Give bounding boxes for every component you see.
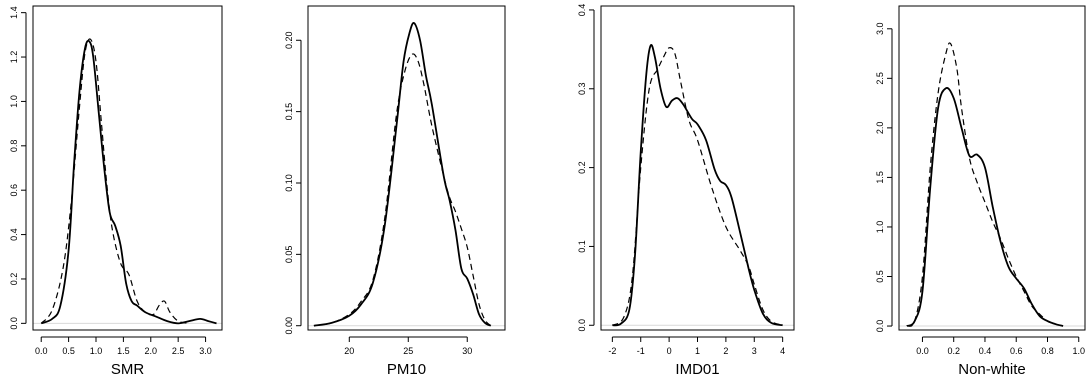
y-tick-label: 0.5 xyxy=(875,270,885,283)
plot-frame xyxy=(32,5,223,331)
x-tick-label: 0.5 xyxy=(62,346,75,356)
x-tick-label: 1.5 xyxy=(117,346,130,356)
x-axis-label: IMD01 xyxy=(675,361,719,378)
panel-pm10: 20 25 30 0.00 0.05 0.10 0.15 0.20 PM10 xyxy=(284,5,506,378)
x-tick-label: 2 xyxy=(723,346,728,356)
y-tick-label: 3.0 xyxy=(875,23,885,36)
y-tick-label: 0.4 xyxy=(9,228,19,241)
x-tick-label: 2.5 xyxy=(172,346,185,356)
x-tick-label: 1.0 xyxy=(1072,346,1085,356)
y-tick-label: 0.1 xyxy=(577,240,587,253)
x-axis-label: SMR xyxy=(111,361,145,378)
solid-density-line xyxy=(906,87,1064,327)
panel-imd01: -2 -1 0 1 2 3 4 0.0 0.1 0.2 0.3 0.4 IMD01 xyxy=(577,4,795,378)
y-tick-label: 0.2 xyxy=(9,273,19,286)
x-axis-label: Non-white xyxy=(958,361,1026,378)
dashed-density-line xyxy=(612,46,783,326)
x-tick-label: 3 xyxy=(752,346,757,356)
y-tick-label: 0.0 xyxy=(9,317,19,330)
x-tick-label: 30 xyxy=(462,346,472,356)
dashed-density-line xyxy=(906,42,1064,327)
plot-frame xyxy=(898,5,1086,331)
solid-density-line xyxy=(612,43,783,327)
x-tick-label: 0.0 xyxy=(35,346,48,356)
x-tick-label: 0.8 xyxy=(1041,346,1054,356)
x-tick-label: 0.6 xyxy=(1010,346,1023,356)
x-tick-label: -2 xyxy=(608,346,616,356)
y-tick-label: 0.05 xyxy=(284,246,294,264)
y-tick-label: 2.5 xyxy=(875,72,885,85)
dashed-density-line xyxy=(40,38,190,324)
y-tick-label: 1.0 xyxy=(9,95,19,108)
y-tick-label: 0.6 xyxy=(9,184,19,197)
y-tick-label: 0.3 xyxy=(577,83,587,96)
y-tick-label: 0.15 xyxy=(284,103,294,121)
density-panels: 0.0 0.5 1.0 1.5 2.0 2.5 3.0 0.0 0.2 0.4 0.6 0.8 1.0 1… xyxy=(9,4,1086,378)
x-tick-label: 0.2 xyxy=(947,346,960,356)
x-tick-label: 0 xyxy=(667,346,672,356)
x-tick-label: 3.0 xyxy=(199,346,212,356)
y-tick-label: 1.0 xyxy=(875,221,885,234)
solid-density-line xyxy=(40,39,217,325)
y-tick-label: 1.2 xyxy=(9,51,19,64)
x-tick-label: 25 xyxy=(403,346,413,356)
y-tick-label: 1.4 xyxy=(9,6,19,19)
solid-density-line xyxy=(313,22,492,327)
plot-frame xyxy=(307,5,506,331)
y-tick-label: 0.00 xyxy=(284,317,294,335)
y-tick-label: 0.0 xyxy=(875,320,885,333)
x-tick-label: -1 xyxy=(637,346,645,356)
plot-frame xyxy=(600,5,795,331)
y-tick-label: 2.0 xyxy=(875,122,885,135)
y-tick-label: 0.20 xyxy=(284,31,294,49)
y-tick-label: 0.8 xyxy=(9,140,19,153)
x-tick-label: 1 xyxy=(695,346,700,356)
x-tick-label: 1.0 xyxy=(90,346,103,356)
y-tick-label: 1.5 xyxy=(875,171,885,184)
y-tick-label: 0.0 xyxy=(577,319,587,332)
x-tick-label: 0.4 xyxy=(979,346,992,356)
dashed-density-line xyxy=(313,53,492,327)
y-tick-label: 0.4 xyxy=(577,4,587,17)
x-tick-label: 0.0 xyxy=(916,346,929,356)
x-tick-label: 4 xyxy=(780,346,785,356)
y-tick-label: 0.10 xyxy=(284,174,294,192)
y-tick-label: 0.2 xyxy=(577,161,587,174)
x-axis-label: PM10 xyxy=(387,361,426,378)
x-tick-label: 2.0 xyxy=(145,346,158,356)
panel-non-white: 0.0 0.2 0.4 0.6 0.8 1.0 0.0 0.5 1.0 1.5 2.0 2.5 3.0 N… xyxy=(875,5,1086,378)
x-tick-label: 20 xyxy=(344,346,354,356)
panel-smr: 0.0 0.5 1.0 1.5 2.0 2.5 3.0 0.0 0.2 0.4 0.6 0.8 1.0 1… xyxy=(9,5,223,378)
